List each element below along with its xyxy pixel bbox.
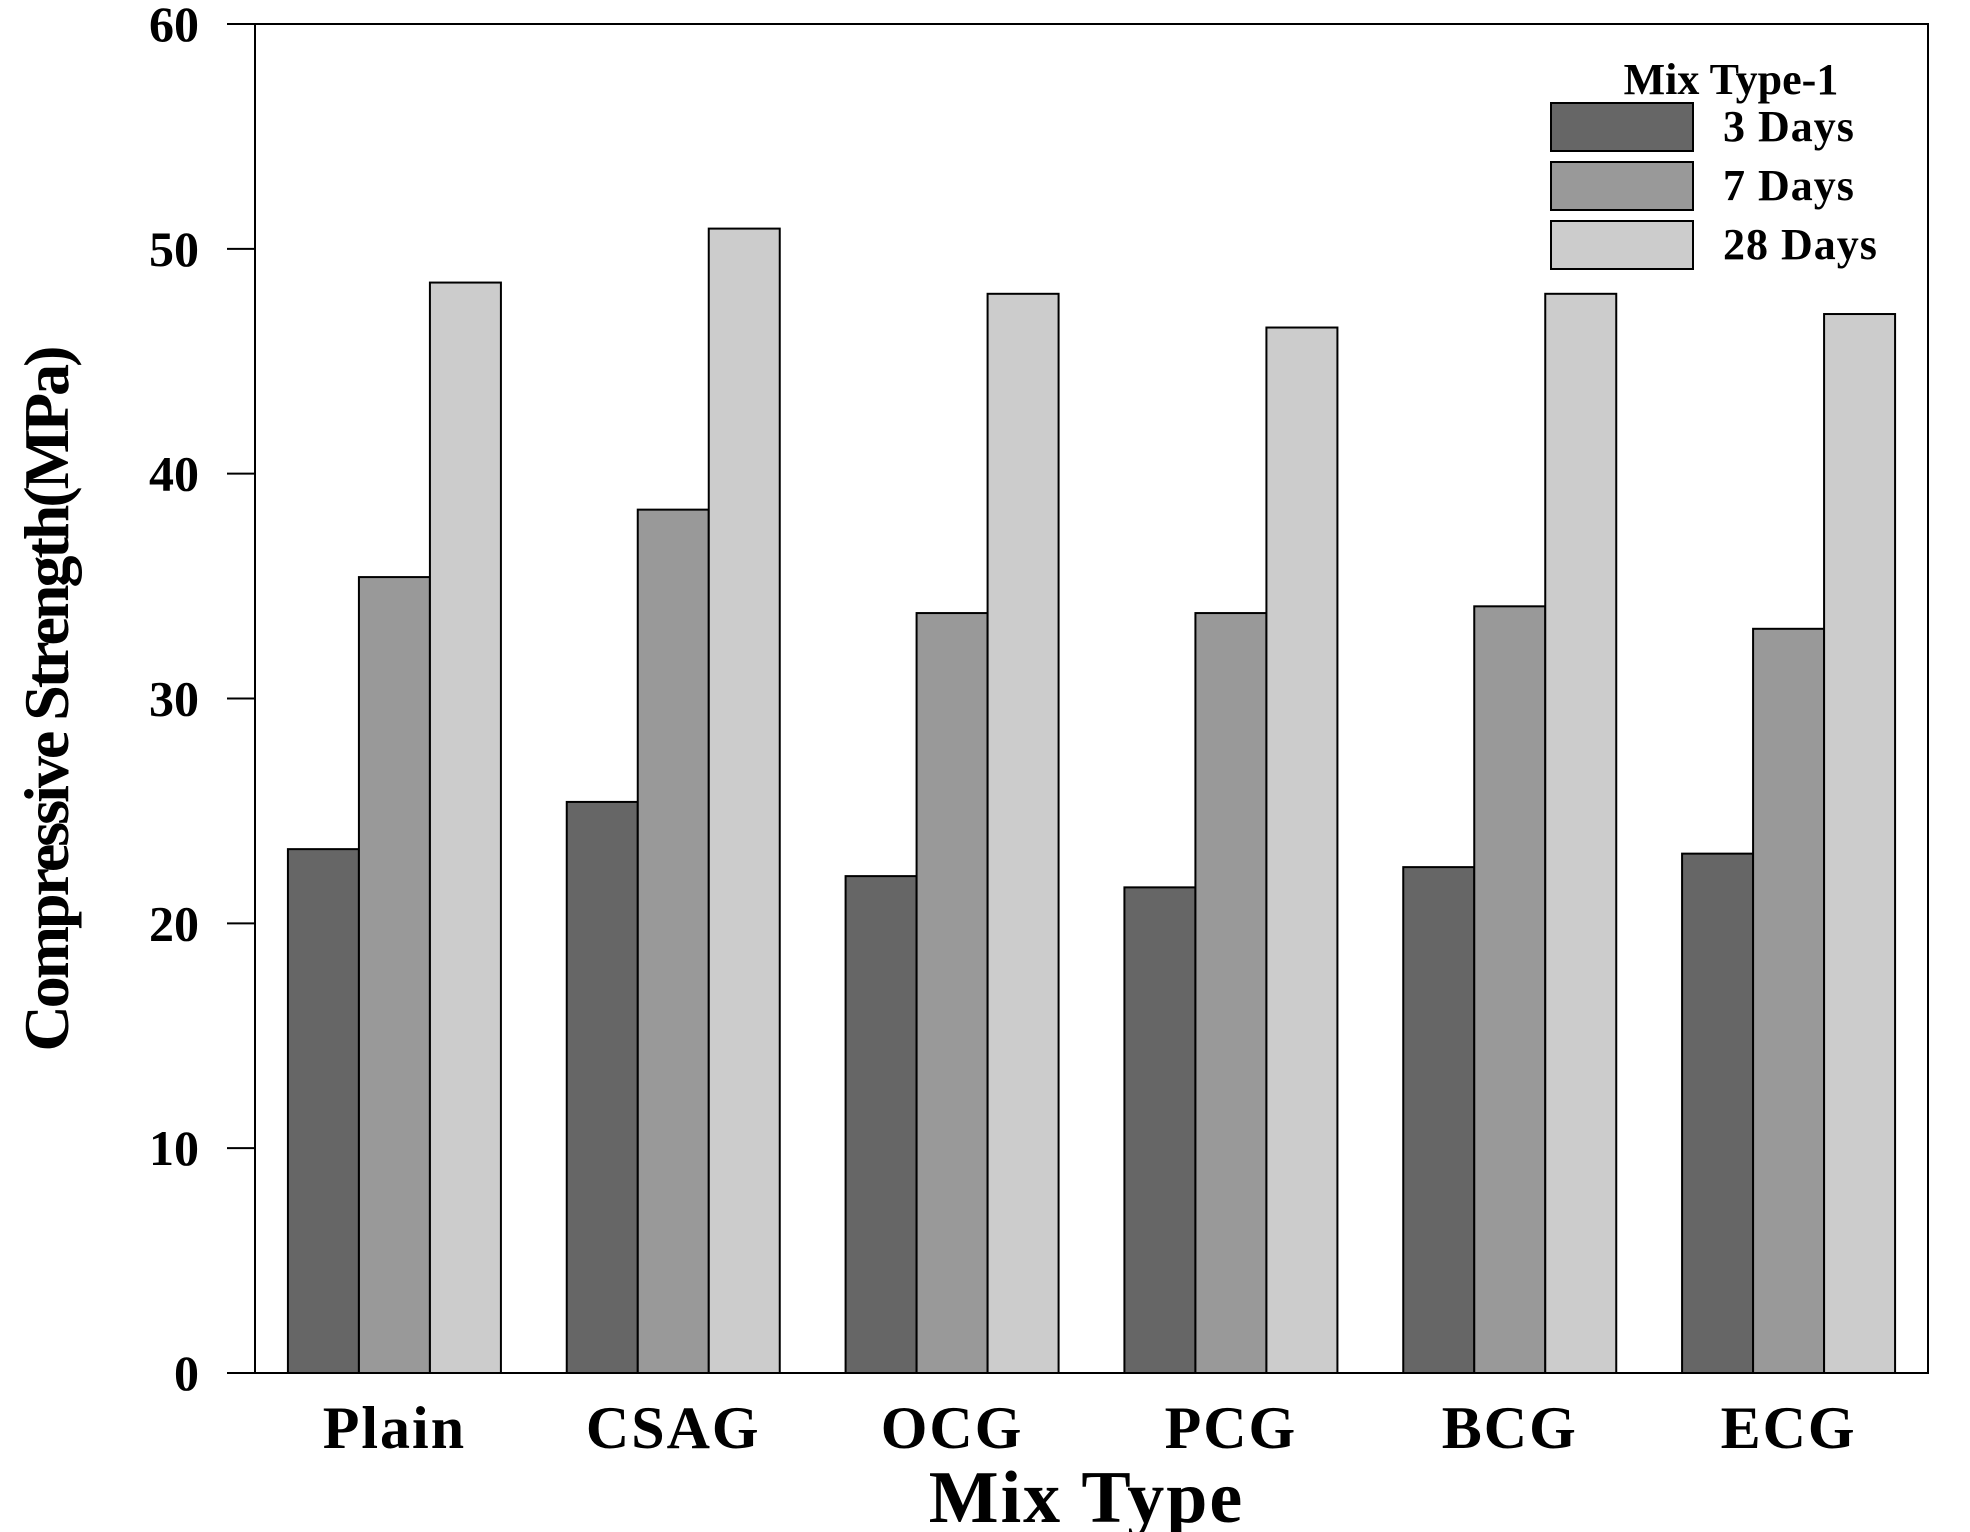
- y-tick-label: 30: [149, 671, 199, 727]
- bar-bcg-28-days: [1544, 292, 1618, 1374]
- bar-csag-7-days: [636, 508, 710, 1374]
- bar-plain-3-days: [286, 848, 360, 1374]
- bar-plain-7-days: [357, 576, 431, 1374]
- legend-swatch-3-days: [1550, 102, 1694, 152]
- bar-ecg-7-days: [1752, 627, 1826, 1374]
- x-axis-title: Mix Type: [929, 1457, 1244, 1532]
- x-category-label: Plain: [323, 1395, 466, 1461]
- bar-ecg-28-days: [1823, 313, 1897, 1374]
- bar-csag-28-days: [707, 227, 781, 1374]
- x-category-label: BCG: [1442, 1395, 1578, 1461]
- y-tick-label: 20: [149, 895, 199, 951]
- bar-pcg-3-days: [1123, 886, 1197, 1374]
- bar-plain-28-days: [428, 281, 502, 1374]
- y-tick-label: 40: [149, 446, 199, 502]
- legend-items: 3 Days 7 Days 28 Days: [1550, 102, 1878, 270]
- bar-csag-3-days: [565, 800, 639, 1374]
- bar-ocg-7-days: [915, 612, 989, 1374]
- bar-ocg-3-days: [844, 875, 918, 1374]
- y-tick-label: 50: [149, 221, 199, 277]
- x-category-label: OCG: [881, 1395, 1024, 1461]
- y-tick-label: 60: [149, 0, 199, 52]
- y-tick-label: 0: [174, 1345, 199, 1401]
- bar-bcg-7-days: [1473, 605, 1547, 1374]
- bar-pcg-28-days: [1265, 326, 1339, 1374]
- legend-swatch-28-days: [1550, 220, 1694, 270]
- x-category-label: PCG: [1165, 1395, 1298, 1461]
- legend-title: Mix Type-1: [1624, 55, 1839, 104]
- bar-pcg-7-days: [1194, 612, 1268, 1374]
- bar-bcg-3-days: [1402, 866, 1476, 1374]
- x-category-label: CSAG: [586, 1395, 761, 1461]
- x-axis-category-labels: Plain CSAG OCG PCG BCG ECG: [323, 1395, 1857, 1461]
- bar-ocg-28-days: [986, 292, 1060, 1374]
- x-category-label: ECG: [1721, 1395, 1857, 1461]
- legend-label: 28 Days: [1723, 220, 1878, 269]
- bars-layer: [286, 227, 1897, 1374]
- bar-ecg-3-days: [1681, 852, 1755, 1374]
- legend-label: 7 Days: [1723, 161, 1855, 210]
- legend: Mix Type-1 3 Days 7 Days 28 Days: [1550, 55, 1878, 270]
- y-axis-title: Compressive Strength(MPa): [11, 348, 82, 1052]
- legend-swatch-7-days: [1550, 161, 1694, 211]
- legend-label: 3 Days: [1723, 102, 1855, 151]
- axes-layer: 0 10 20 30 40 50 60 Plain CSAG OCG PCG BCG ECG: [149, 0, 1929, 1461]
- y-axis-ticks: 0 10 20 30 40 50 60: [149, 0, 255, 1401]
- y-tick-label: 10: [149, 1120, 199, 1176]
